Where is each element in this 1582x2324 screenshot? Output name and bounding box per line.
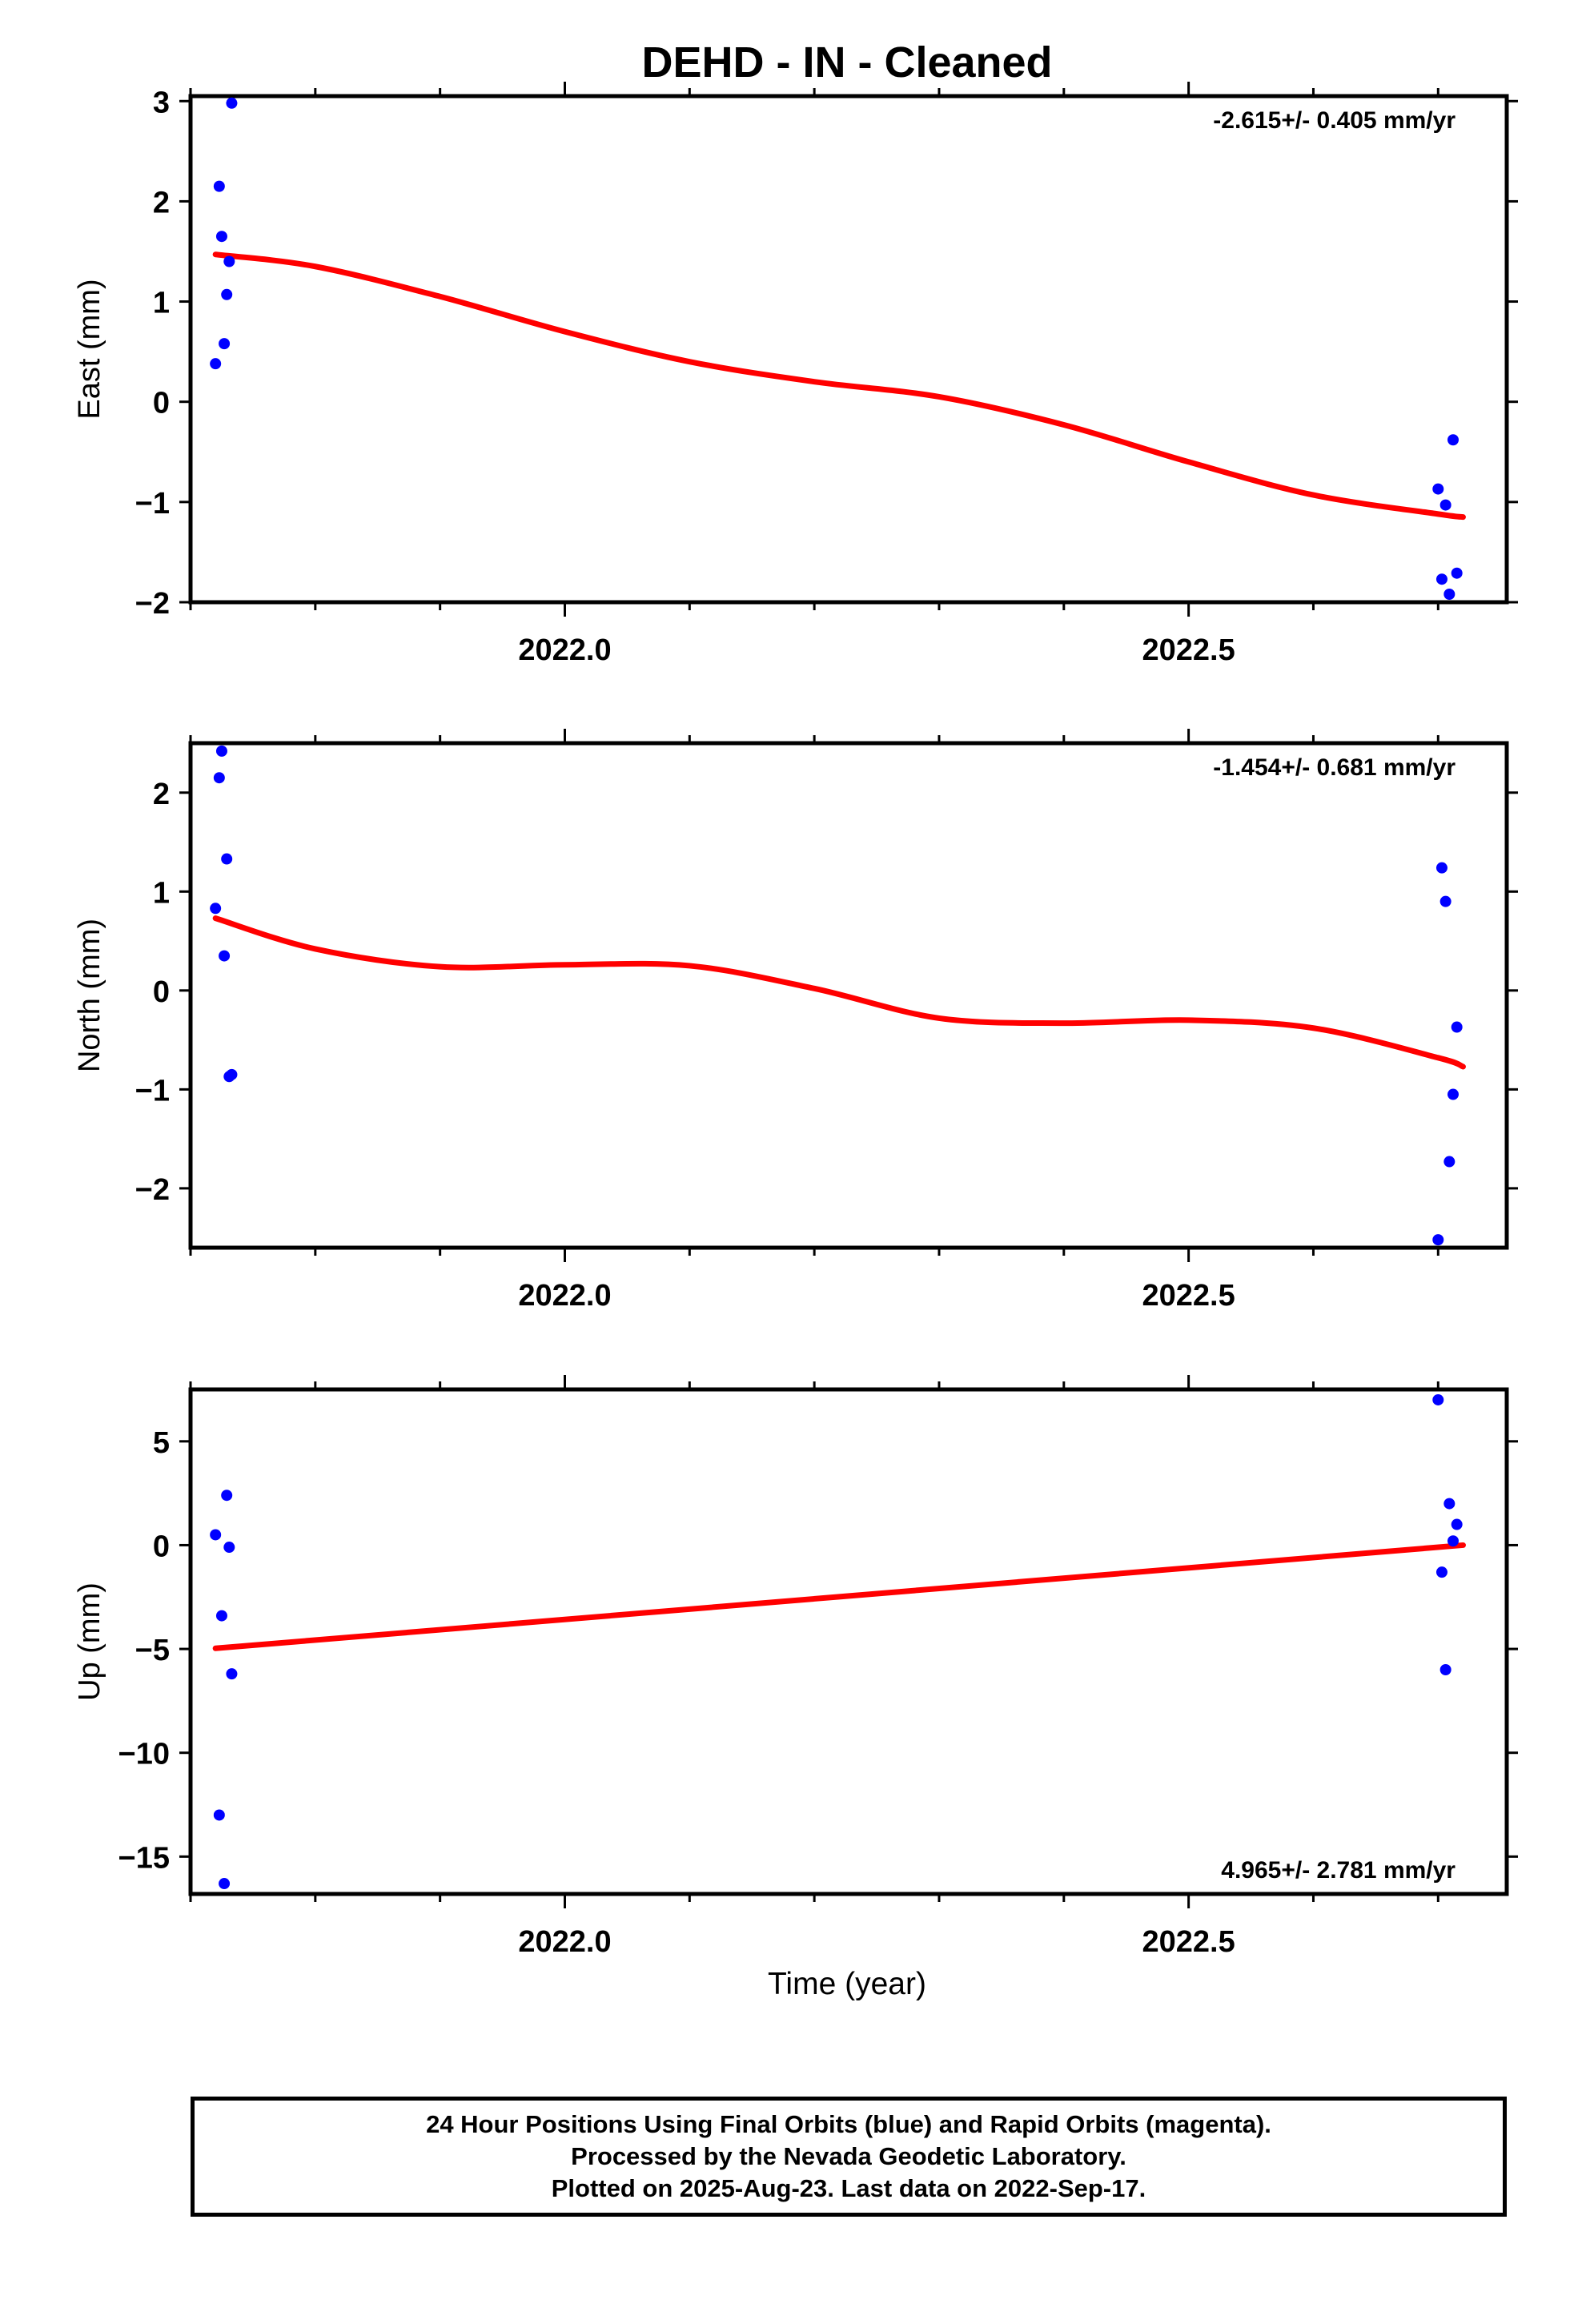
up-data-point — [219, 1878, 231, 1890]
up-data-point — [1451, 1518, 1463, 1530]
east-ytick-label: 2 — [153, 186, 170, 219]
east-data-point — [1439, 499, 1452, 511]
up-data-point — [1447, 1535, 1459, 1547]
east-data-point — [1451, 567, 1463, 579]
up-plot-frame — [188, 1387, 1509, 1896]
east-data-point — [213, 180, 225, 192]
up-data-point — [221, 1490, 233, 1502]
figure-title: DEHD - IN - Cleaned — [641, 38, 1052, 86]
north-data-point — [1451, 1021, 1463, 1033]
north-data-point — [210, 903, 222, 915]
north-data-point — [221, 853, 233, 865]
north-ylabel: North (mm) — [73, 919, 106, 1072]
east-fit-line — [212, 251, 1466, 521]
footer-line-2: Processed by the Nevada Geodetic Laborat… — [571, 2142, 1126, 2170]
footer-line-1: 24 Hour Positions Using Final Orbits (bl… — [426, 2110, 1271, 2138]
up-ytick-label: −5 — [135, 1634, 170, 1667]
east-data-point — [221, 288, 233, 300]
east-ylabel: East (mm) — [73, 279, 106, 419]
up-rate-label: 4.965+/- 2.781 mm/yr — [1221, 1857, 1456, 1884]
up-data-point — [1443, 1498, 1456, 1510]
east-data-point — [1443, 588, 1456, 600]
east-data-point — [1447, 434, 1459, 446]
north-panel: −2 −1 0 1 2 2022.0 2022.5 North (mm) -1.454+/- 0… — [73, 729, 1518, 1313]
east-data-point — [210, 358, 222, 370]
north-ytick-label: −2 — [135, 1173, 170, 1207]
up-fit-line — [212, 1542, 1466, 1651]
east-data-point — [215, 231, 227, 243]
up-data-point — [210, 1529, 222, 1541]
up-panel: −15 −10 −5 0 5 2022.0 2022.5 Up (mm) 4.965+/- 2.… — [73, 1375, 1518, 1959]
north-data-point — [219, 950, 231, 962]
north-data-point — [1439, 895, 1452, 907]
x-axis-title: Time (year) — [768, 1967, 926, 2001]
east-data-point — [223, 255, 235, 267]
up-data-point — [226, 1668, 238, 1680]
north-ytick-label: 0 — [153, 975, 170, 1009]
north-data-point — [1443, 1156, 1456, 1168]
north-fit-line — [212, 915, 1466, 1070]
east-data-point — [226, 97, 238, 109]
up-data-point — [215, 1610, 227, 1622]
up-data-point — [213, 1809, 225, 1821]
north-data-point — [226, 1068, 238, 1080]
north-data-point — [215, 745, 227, 757]
north-data-point — [1447, 1088, 1459, 1100]
east-xtick-label: 2022.5 — [1142, 633, 1235, 667]
north-ytick-label: −1 — [135, 1074, 170, 1108]
up-xtick-label: 2022.0 — [518, 1925, 611, 1959]
north-ytick-label: 1 — [153, 876, 170, 910]
north-rate-label: -1.454+/- 0.681 mm/yr — [1213, 754, 1456, 781]
east-data-point — [219, 338, 231, 350]
footer-caption-box: 24 Hour Positions Using Final Orbits (bl… — [191, 2097, 1507, 2217]
east-data-point — [1435, 573, 1447, 585]
up-ytick-label: −10 — [118, 1738, 170, 1771]
north-data-point — [1432, 1234, 1444, 1246]
east-data-point — [1432, 483, 1444, 495]
east-ytick-label: 1 — [153, 287, 170, 320]
up-ytick-label: 5 — [153, 1426, 170, 1460]
up-data-point — [1439, 1664, 1452, 1675]
east-rate-label: -2.615+/- 0.405 mm/yr — [1213, 107, 1456, 134]
east-ytick-label: 0 — [153, 387, 170, 420]
north-xtick-label: 2022.0 — [518, 1279, 611, 1313]
up-data-point — [1435, 1566, 1447, 1578]
east-plot-frame — [188, 94, 1509, 605]
north-ytick-label: 2 — [153, 778, 170, 811]
up-data-point — [1432, 1393, 1444, 1405]
east-xtick-label: 2022.0 — [518, 633, 611, 667]
east-ytick-label: −1 — [135, 487, 170, 521]
north-plot-frame — [188, 741, 1509, 1250]
east-panel: −2 −1 0 1 2 3 2022.0 2022.5 East (mm) -2.615+/- 0… — [73, 82, 1518, 667]
north-xtick-label: 2022.5 — [1142, 1279, 1235, 1313]
east-ytick-label: 3 — [153, 86, 170, 119]
north-data-point — [1435, 862, 1447, 874]
east-ytick-label: −2 — [135, 587, 170, 621]
up-xtick-label: 2022.5 — [1142, 1925, 1235, 1959]
footer-line-3: Plotted on 2025-Aug-23. Last data on 202… — [551, 2174, 1146, 2202]
up-data-point — [223, 1542, 235, 1554]
up-ytick-label: −15 — [118, 1841, 170, 1875]
up-ylabel: Up (mm) — [73, 1582, 106, 1701]
north-data-point — [213, 772, 225, 784]
up-ytick-label: 0 — [153, 1530, 170, 1563]
